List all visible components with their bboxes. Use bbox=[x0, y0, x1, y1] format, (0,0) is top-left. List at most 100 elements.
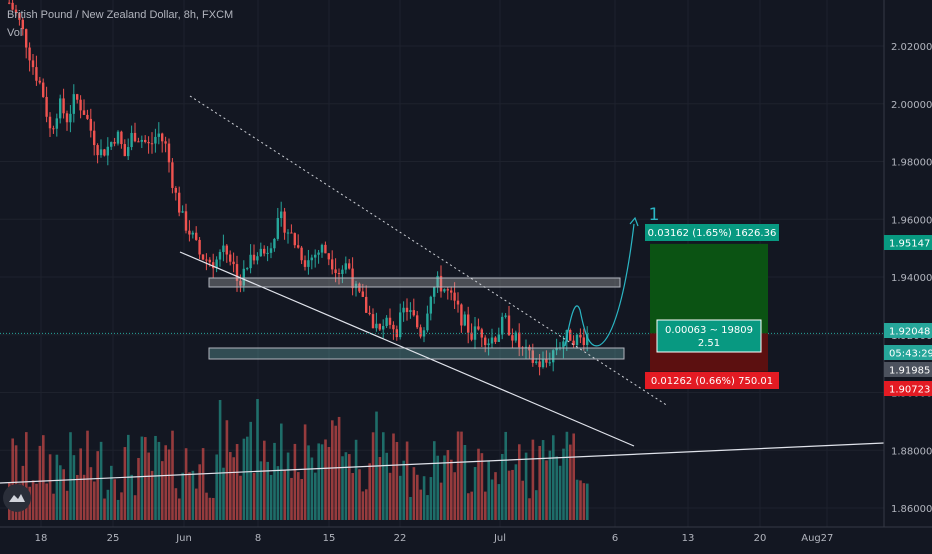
volume-bar bbox=[256, 399, 259, 520]
volume-bar bbox=[382, 432, 385, 520]
candle-body bbox=[157, 133, 160, 137]
volume-bar bbox=[535, 490, 538, 520]
candle-body bbox=[31, 60, 35, 68]
candle-body bbox=[42, 82, 45, 97]
candle-body bbox=[514, 332, 517, 341]
candle-body bbox=[215, 259, 218, 269]
volume-bar bbox=[511, 469, 514, 520]
volume-bar bbox=[562, 448, 565, 520]
time-axis-tick: 18 bbox=[35, 533, 48, 544]
candle-body bbox=[572, 340, 575, 346]
volume-bar bbox=[504, 431, 507, 520]
volume-bar bbox=[263, 440, 266, 520]
candle-body bbox=[436, 275, 439, 288]
candle-body bbox=[344, 263, 347, 270]
candle-body bbox=[528, 346, 531, 351]
candle-body bbox=[205, 259, 208, 261]
candle-body bbox=[293, 233, 296, 246]
target-label: 0.03162 (1.65%) 1626.36 bbox=[648, 228, 777, 239]
volume-bar bbox=[586, 483, 589, 520]
time-axis-tick: Jul bbox=[493, 533, 506, 544]
volume-bar bbox=[552, 435, 555, 520]
price-tag: 1.92048 bbox=[889, 327, 930, 338]
volume-bar bbox=[507, 470, 511, 520]
volume-bar bbox=[140, 436, 144, 520]
volume-bar bbox=[198, 464, 201, 520]
candle-body bbox=[327, 253, 330, 260]
candle-body bbox=[171, 162, 174, 188]
volume-bar bbox=[426, 495, 429, 520]
candle-body bbox=[460, 304, 463, 326]
volume-bar bbox=[528, 498, 531, 520]
volume-bar bbox=[167, 449, 171, 520]
price-axis-tick: 1.88000 bbox=[891, 446, 932, 457]
volume-bar bbox=[286, 452, 290, 520]
volume-bar bbox=[297, 472, 300, 520]
volume-bar bbox=[290, 477, 293, 520]
volume-bar bbox=[48, 454, 52, 520]
volume-bar bbox=[276, 466, 280, 520]
volume-bar bbox=[324, 439, 327, 520]
candle-body bbox=[405, 307, 409, 312]
candle-body bbox=[235, 264, 239, 281]
volume-bar bbox=[484, 491, 487, 520]
candle-body bbox=[229, 254, 232, 262]
candle-body bbox=[65, 113, 69, 123]
candle-body bbox=[256, 256, 259, 261]
volume-bar bbox=[419, 489, 422, 520]
price-axis-tick: 1.86000 bbox=[891, 504, 932, 515]
volume-bar bbox=[548, 450, 552, 520]
candle-body bbox=[463, 314, 466, 326]
candle-body bbox=[538, 361, 541, 368]
volume-bar bbox=[269, 474, 273, 520]
candle-body bbox=[123, 144, 126, 157]
volume-bar bbox=[89, 467, 93, 520]
candle-body bbox=[52, 128, 55, 130]
volume-bar bbox=[144, 437, 147, 520]
volume-bar bbox=[497, 484, 501, 520]
candle-body bbox=[385, 317, 388, 327]
volume-bar bbox=[405, 441, 409, 520]
volume-bar bbox=[72, 455, 76, 520]
entry-label-bg bbox=[656, 319, 762, 353]
volume-bar bbox=[320, 444, 324, 520]
volume-bar bbox=[123, 447, 127, 520]
volume-bar bbox=[164, 445, 167, 520]
candle-body bbox=[555, 348, 558, 351]
price-axis-tick: 1.96000 bbox=[891, 215, 932, 226]
price-tag-bg bbox=[884, 323, 932, 338]
candle-body bbox=[106, 146, 109, 156]
volume-bar bbox=[280, 423, 283, 520]
candle-body bbox=[358, 283, 361, 292]
volume-bar bbox=[133, 495, 137, 520]
candle-body bbox=[161, 133, 164, 142]
candle-body bbox=[412, 310, 415, 316]
candle-body bbox=[86, 114, 89, 119]
candle-body bbox=[72, 94, 75, 114]
candle-body bbox=[409, 310, 412, 312]
volume-bar bbox=[222, 467, 225, 520]
volume-bar bbox=[300, 478, 303, 520]
volume-bar bbox=[69, 432, 72, 520]
candle-body bbox=[133, 132, 137, 142]
candle-body bbox=[307, 260, 310, 267]
volume-bar bbox=[409, 496, 412, 520]
candle-body bbox=[439, 275, 443, 292]
candle-body bbox=[62, 98, 65, 114]
volume-bar bbox=[232, 457, 235, 520]
candle-body bbox=[317, 252, 320, 255]
volume-bar bbox=[65, 490, 69, 520]
volume-bar bbox=[337, 416, 341, 520]
volume-bar bbox=[184, 448, 188, 520]
volume-bar bbox=[429, 477, 433, 520]
candle-body bbox=[416, 315, 419, 328]
volume-bar bbox=[579, 480, 582, 520]
volume-bar bbox=[494, 472, 497, 520]
volume-bar bbox=[501, 453, 504, 520]
candle-body bbox=[96, 145, 99, 156]
volume-bar bbox=[531, 439, 535, 520]
volume-bar bbox=[157, 441, 161, 520]
candle-body bbox=[480, 329, 483, 338]
